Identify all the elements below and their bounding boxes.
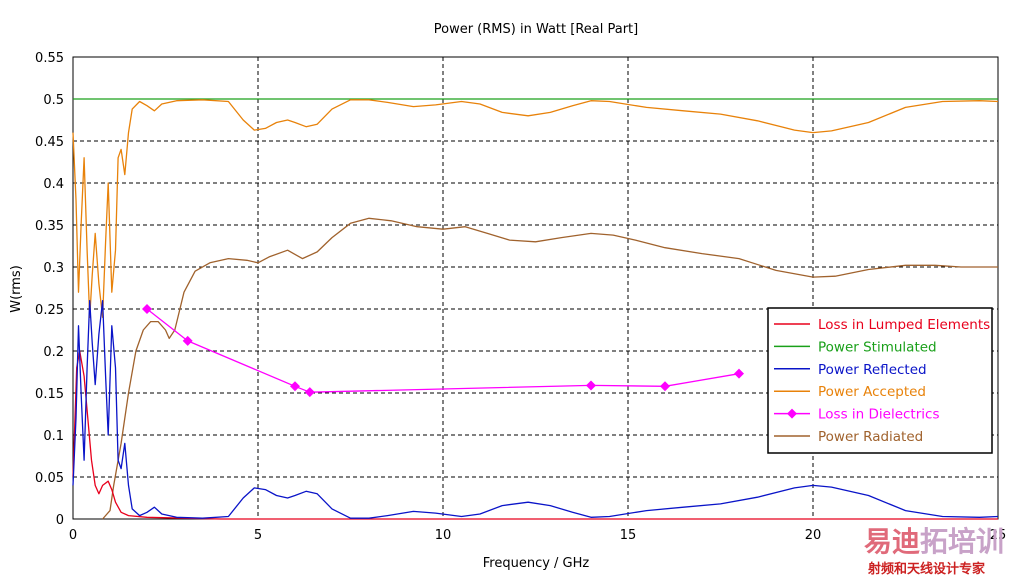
y-tick-label: 0.25 xyxy=(35,303,64,318)
watermark-subtext: 射频和天线设计专家 xyxy=(867,561,986,577)
x-axis-label: Frequency / GHz xyxy=(483,556,590,571)
legend-label-2: Power Reflected xyxy=(818,362,927,378)
series-marker-4 xyxy=(586,380,596,391)
y-tick-label: 0.1 xyxy=(43,429,64,444)
series-line-2 xyxy=(72,299,999,519)
series-marker-4 xyxy=(182,335,193,346)
chart-title: Power (RMS) in Watt [Real Part] xyxy=(434,22,638,37)
series-line-3 xyxy=(72,99,999,319)
y-tick-label: 0.2 xyxy=(43,345,64,360)
legend-label-5: Power Radiated xyxy=(818,429,923,445)
legend-box xyxy=(767,307,993,454)
y-tick-label: 0.55 xyxy=(35,51,64,66)
y-axis-label: W(rms) xyxy=(9,265,24,313)
y-tick-label: 0.15 xyxy=(35,387,64,402)
y-tick-label: 0.35 xyxy=(35,219,64,234)
y-tick-label: 0.5 xyxy=(43,93,64,108)
y-tick-label: 0 xyxy=(56,513,64,528)
x-tick-label: 0 xyxy=(69,528,77,543)
watermark-text-part1: 易迪 xyxy=(864,525,920,558)
series-line-0 xyxy=(72,350,998,520)
y-tick-label: 0.45 xyxy=(35,135,64,150)
legend-label-3: Power Accepted xyxy=(818,384,926,400)
legend-marker-4 xyxy=(787,408,797,419)
watermark-logo: 易迪拓培训 射频和天线设计专家 xyxy=(864,525,1004,577)
series-marker-4 xyxy=(142,304,152,314)
x-tick-label: 10 xyxy=(435,528,452,543)
watermark-text-part2: 拓培训 xyxy=(920,525,1004,558)
legend: Loss in Lumped Elements Power Stimulated P… xyxy=(767,307,993,454)
y-tick-label: 0.4 xyxy=(43,177,64,192)
legend-label-1: Power Stimulated xyxy=(818,339,937,355)
x-tick-label: 15 xyxy=(620,528,637,543)
y-tick-label: 0.05 xyxy=(35,471,64,486)
x-tick-label: 25 xyxy=(990,528,1007,543)
legend-label-4: Loss in Dielectrics xyxy=(818,407,939,423)
series-marker-4 xyxy=(304,387,315,398)
series-marker-4 xyxy=(660,381,670,392)
tick-layer: 0 5 10 15 20 25 0 0.05 0.1 0.15 0.2 0.25 0.3 0.35 0.4 0… xyxy=(35,51,1006,543)
y-tick-label: 0.3 xyxy=(43,261,64,276)
series-line-5 xyxy=(102,217,998,520)
x-tick-label: 20 xyxy=(805,528,822,543)
series-layer xyxy=(72,98,999,520)
svg-text:易迪拓培训: 易迪拓培训 xyxy=(864,525,1004,558)
x-tick-label: 5 xyxy=(254,528,262,543)
series-marker-4 xyxy=(734,368,744,379)
series-marker-4 xyxy=(290,381,300,392)
legend-label-0: Loss in Lumped Elements xyxy=(818,317,990,333)
